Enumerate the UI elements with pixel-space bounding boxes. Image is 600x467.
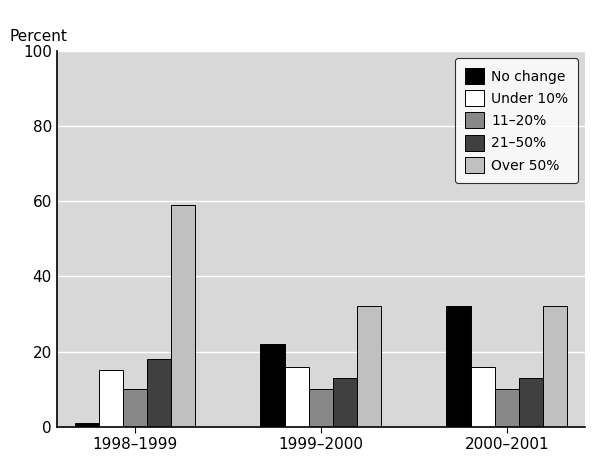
- Bar: [171, 205, 196, 426]
- Bar: [98, 370, 123, 426]
- Bar: [470, 367, 495, 426]
- Bar: [446, 306, 470, 426]
- Bar: [147, 359, 171, 426]
- Bar: [357, 306, 382, 426]
- Legend: No change, Under 10%, 11–20%, 21–50%, Over 50%: No change, Under 10%, 11–20%, 21–50%, Ov…: [455, 58, 578, 183]
- Bar: [309, 389, 333, 426]
- Bar: [519, 378, 543, 426]
- Bar: [74, 423, 98, 426]
- Text: Percent: Percent: [10, 28, 67, 44]
- Bar: [543, 306, 568, 426]
- Bar: [260, 344, 284, 426]
- Bar: [284, 367, 309, 426]
- Bar: [333, 378, 357, 426]
- Bar: [123, 389, 147, 426]
- Bar: [495, 389, 519, 426]
